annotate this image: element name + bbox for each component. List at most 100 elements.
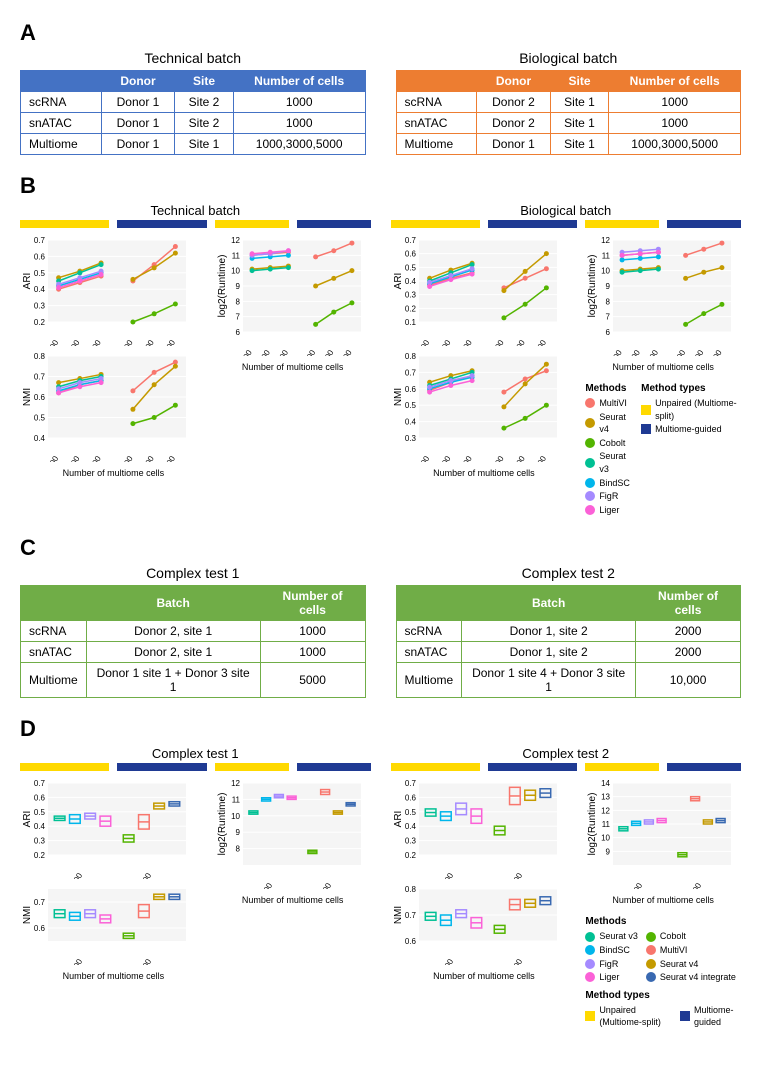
chart-half-technical: Technical batch 0.20.30.40.50.60.7100030… (20, 203, 371, 517)
svg-text:0.5: 0.5 (34, 808, 46, 817)
svg-text:0.5: 0.5 (34, 269, 46, 278)
legend-label: Seurat v4 (599, 411, 631, 436)
x-label: Number of multiome cells (20, 468, 207, 478)
svg-text:3000: 3000 (255, 348, 272, 356)
svg-text:0.3: 0.3 (404, 837, 416, 846)
chart-title: Technical batch (20, 203, 371, 218)
legend-label: BindSC (599, 944, 630, 957)
legend-label: Seurat v4 integrate (660, 971, 736, 984)
svg-text:1000: 1000 (488, 454, 505, 462)
col-header: Donor (101, 71, 174, 92)
legend-label: Multiome-guided (694, 1004, 741, 1029)
svg-text:0.8: 0.8 (34, 352, 46, 361)
svg-text:0.7: 0.7 (404, 236, 416, 245)
col-header (21, 71, 102, 92)
legend-label: Unpaired (Multiome-split) (599, 1004, 672, 1029)
svg-text:0.2: 0.2 (404, 851, 416, 860)
table-row: snATACDonor 1Site 21000 (21, 113, 366, 134)
svg-text:log2(Runtime): log2(Runtime) (217, 255, 228, 318)
svg-text:3000: 3000 (139, 338, 156, 346)
svg-text:1000: 1000 (488, 338, 505, 346)
svg-text:11: 11 (602, 820, 611, 829)
svg-text:log2(Runtime): log2(Runtime) (587, 255, 598, 318)
svg-text:11: 11 (232, 796, 241, 805)
method-type-bar (215, 220, 371, 228)
svg-text:NMI: NMI (393, 388, 404, 406)
col-header: Number of cells (260, 586, 365, 621)
svg-text:3000: 3000 (510, 338, 527, 346)
legend-label: Multiome-guided (655, 423, 722, 436)
svg-text:0.7: 0.7 (34, 898, 46, 907)
panel-a: A Technical batch DonorSiteNumber of cel… (20, 20, 741, 155)
svg-text:5000: 5000 (273, 348, 290, 356)
svg-text:0.6: 0.6 (34, 794, 46, 803)
legend-label: Seurat v4 (660, 958, 699, 971)
svg-text:0.6: 0.6 (404, 937, 416, 946)
svg-text:3000: 3000 (689, 348, 706, 356)
svg-text:10: 10 (231, 267, 240, 276)
svg-text:5000: 5000 (531, 338, 548, 346)
panel-b-label: B (20, 173, 741, 199)
svg-text:5000: 5000 (137, 957, 154, 965)
table-c-right: BatchNumber of cells scRNADonor 1, site … (396, 585, 742, 698)
svg-text:0.6: 0.6 (404, 250, 416, 259)
legend-label: Cobolt (599, 437, 625, 450)
table-a-right-title: Biological batch (396, 50, 742, 66)
table-row: scRNADonor 1Site 21000 (21, 92, 366, 113)
line-chart: 6789101112100030005000100030005000log2(R… (215, 236, 365, 356)
svg-text:1000: 1000 (118, 338, 135, 346)
svg-text:1000: 1000 (607, 348, 624, 356)
svg-text:0.5: 0.5 (404, 808, 416, 817)
svg-text:ARI: ARI (393, 273, 404, 290)
svg-text:12: 12 (231, 779, 240, 788)
svg-text:10000: 10000 (505, 957, 524, 965)
svg-text:10000: 10000 (685, 881, 704, 889)
methods-legend: MethodsMultiVISeurat v4CoboltSeurat v3Bi… (585, 378, 741, 517)
svg-text:NMI: NMI (393, 906, 404, 924)
svg-text:6: 6 (235, 328, 240, 337)
svg-text:0.8: 0.8 (404, 885, 416, 894)
svg-text:0.5: 0.5 (404, 401, 416, 410)
svg-text:1000: 1000 (118, 454, 135, 462)
legend-label: FigR (599, 490, 618, 503)
legend-label: Seurat v3 (599, 930, 638, 943)
svg-text:3000: 3000 (65, 454, 82, 462)
table-row: snATACDonor 2, site 11000 (21, 642, 366, 663)
svg-text:11: 11 (232, 251, 241, 260)
svg-text:0.7: 0.7 (34, 236, 46, 245)
x-label: Number of multiome cells (391, 971, 578, 981)
svg-text:0.7: 0.7 (34, 779, 46, 788)
table-a-left: DonorSiteNumber of cells scRNADonor 1Sit… (20, 70, 366, 155)
svg-text:5000: 5000 (707, 348, 724, 356)
svg-text:0.1: 0.1 (404, 318, 416, 327)
legend-label: Unpaired (Multiome-split) (655, 397, 741, 422)
svg-text:NMI: NMI (22, 906, 33, 924)
table-row: scRNADonor 2, site 11000 (21, 621, 366, 642)
panel-b: B Technical batch 0.20.30.40.50.60.71000… (20, 173, 741, 517)
table-row: scRNADonor 1, site 22000 (396, 621, 741, 642)
box-chart: 0.20.30.40.50.60.71000010000ARI (391, 779, 561, 879)
table-row: MultiomeDonor 1 site 1 + Donor 3 site 15… (21, 663, 366, 698)
method-type-bar (585, 220, 741, 228)
svg-text:ARI: ARI (22, 811, 33, 828)
svg-text:5000: 5000 (68, 957, 85, 965)
svg-text:ARI: ARI (393, 811, 404, 828)
legend-label: FigR (599, 958, 618, 971)
legend-label: Cobolt (660, 930, 686, 943)
svg-text:0.6: 0.6 (404, 794, 416, 803)
svg-text:1000: 1000 (237, 348, 254, 356)
legend-label: MultiVI (660, 944, 688, 957)
svg-text:0.3: 0.3 (404, 434, 416, 443)
svg-text:3000: 3000 (139, 454, 156, 462)
svg-text:5000: 5000 (457, 454, 474, 462)
svg-text:9: 9 (606, 282, 611, 291)
panel-c: C Complex test 1 BatchNumber of cells sc… (20, 535, 741, 698)
table-row: snATACDonor 1, site 22000 (396, 642, 741, 663)
panel-c-label: C (20, 535, 741, 561)
svg-text:log2(Runtime): log2(Runtime) (587, 793, 598, 856)
table-row: MultiomeDonor 1Site 11000,3000,5000 (21, 134, 366, 155)
svg-text:10: 10 (601, 834, 610, 843)
svg-text:3000: 3000 (435, 338, 452, 346)
chart-half-test2: Complex test 2 0.20.30.40.50.60.71000010… (391, 746, 742, 1030)
box-chart: 0.60.70.81000010000NMI (391, 885, 561, 965)
